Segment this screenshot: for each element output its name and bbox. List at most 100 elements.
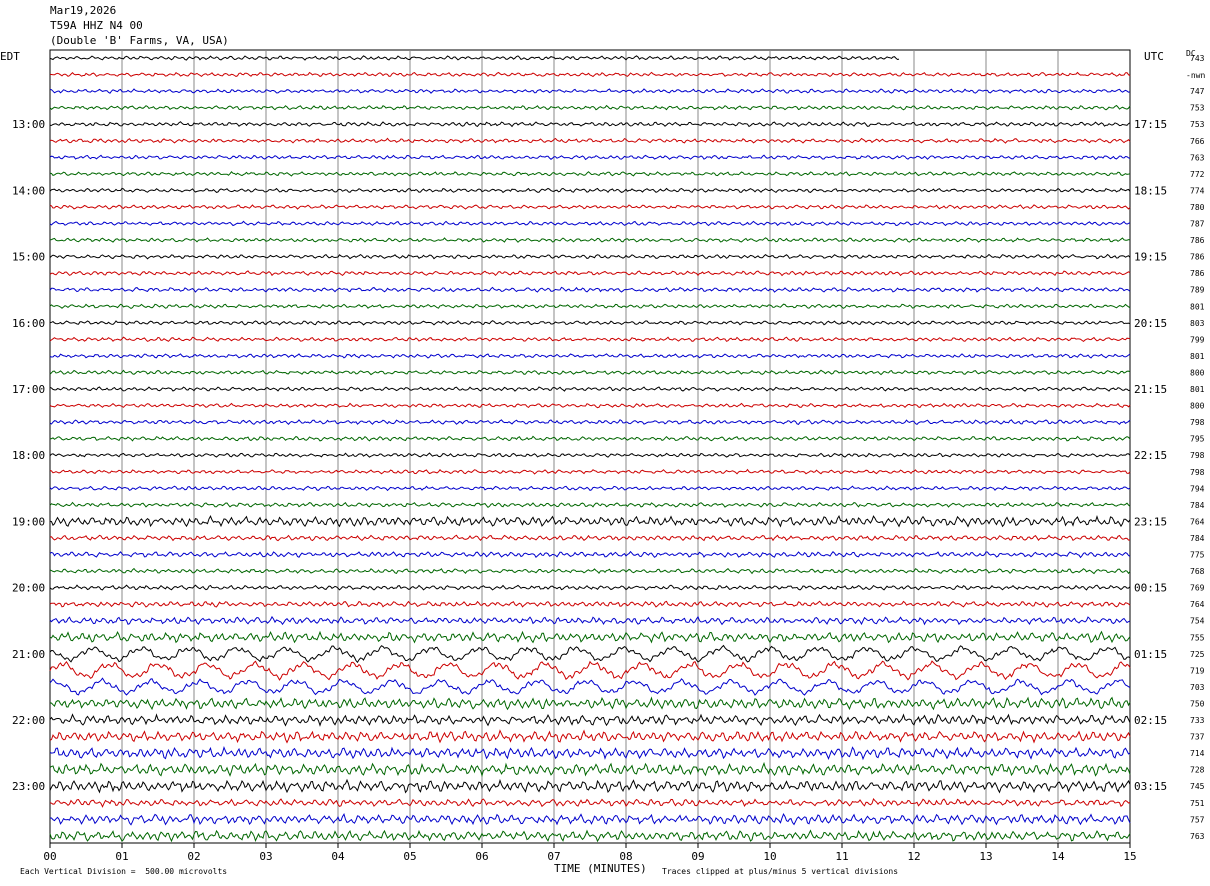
x-tick-label: 10	[763, 850, 776, 863]
dc-value: 733	[1190, 716, 1205, 725]
left-time-label: 14:00	[12, 184, 45, 197]
dc-value: 764	[1190, 600, 1205, 609]
trace-line	[49, 660, 1131, 681]
trace-line	[49, 452, 1131, 458]
trace-line	[49, 419, 1131, 426]
x-tick-label: 09	[691, 850, 704, 863]
right-time-labels: 17:15 18:15 19:15 20:15 21:15 22:15 23:15 00:15…	[1134, 118, 1167, 793]
dc-value: 755	[1190, 633, 1205, 642]
trace-line	[49, 534, 1131, 542]
trace-line	[49, 550, 1131, 559]
trace-line	[49, 88, 1131, 94]
left-time-label: 21:00	[12, 648, 45, 661]
trace-line	[49, 713, 1131, 727]
left-time-label: 22:00	[12, 714, 45, 727]
trace-line	[49, 761, 1131, 778]
x-axis-title: TIME (MINUTES)	[554, 862, 647, 875]
x-tick-label: 02	[187, 850, 200, 863]
dc-value: 714	[1190, 749, 1205, 758]
dc-value: 753	[1190, 120, 1205, 129]
dc-value: 719	[1190, 666, 1205, 675]
dc-value: 757	[1190, 815, 1205, 824]
trace-line	[49, 320, 1131, 326]
x-tick-label: 13	[979, 850, 992, 863]
left-time-label: 23:00	[12, 780, 45, 793]
x-tick-label: 15	[1123, 850, 1136, 863]
dc-subheader: -nwn	[1186, 71, 1206, 80]
right-time-label: 02:15	[1134, 714, 1167, 727]
left-time-label: 18:00	[12, 449, 45, 462]
dc-value: 798	[1190, 451, 1205, 460]
trace-line	[49, 55, 900, 61]
station-id: T59A HHZ N4 00	[50, 19, 143, 32]
x-tick-label: 07	[547, 850, 560, 863]
dc-value: 737	[1190, 733, 1205, 742]
trace-line	[49, 386, 1131, 392]
trace-line	[49, 402, 1131, 409]
dc-value: 725	[1190, 650, 1205, 659]
dc-header: DC	[1186, 49, 1196, 58]
dc-value: 751	[1190, 799, 1205, 808]
trace-line	[50, 812, 1131, 826]
trace-line	[49, 778, 1131, 794]
left-time-label: 17:00	[12, 383, 45, 396]
dc-value: 766	[1190, 137, 1205, 146]
x-tick-label: 05	[403, 850, 416, 863]
trace-line	[49, 204, 1131, 210]
dc-value: 787	[1190, 220, 1205, 229]
trace-line	[49, 798, 1131, 808]
trace-line	[49, 600, 1131, 608]
trace-line	[49, 237, 1131, 243]
trace-line	[49, 137, 1131, 144]
trace-line	[49, 696, 1131, 711]
station-location: (Double 'B' Farms, VA, USA)	[50, 34, 229, 47]
trace-line	[49, 104, 1131, 111]
trace-line	[49, 829, 1131, 843]
trace-line	[49, 253, 1131, 260]
trace-line	[49, 745, 1131, 761]
trace-line	[49, 286, 1131, 293]
dc-value: 753	[1190, 104, 1205, 113]
dc-value: 801	[1190, 352, 1205, 361]
x-tick-label: 03	[259, 850, 272, 863]
trace-line	[49, 353, 1131, 359]
right-zone-label: UTC	[1144, 50, 1164, 63]
dc-value: 703	[1190, 683, 1205, 692]
dc-value: 801	[1190, 302, 1205, 311]
left-time-label: 15:00	[12, 251, 45, 264]
plot-frame	[49, 49, 1131, 844]
left-time-label: 19:00	[12, 515, 45, 528]
dc-value: 799	[1190, 335, 1205, 344]
left-time-labels: 13:00 14:00 15:00 16:00 17:00 18:00 19:00 20:00…	[12, 118, 45, 793]
right-time-label: 01:15	[1134, 648, 1167, 661]
right-time-label: 03:15	[1134, 780, 1167, 793]
dc-value: 768	[1190, 567, 1205, 576]
left-time-label: 16:00	[12, 317, 45, 330]
trace-line	[50, 121, 1131, 128]
trace-line	[49, 303, 1131, 309]
x-tick-label: 01	[115, 850, 128, 863]
trace-line	[49, 584, 1131, 591]
trace-line	[49, 485, 1131, 492]
trace-line	[49, 71, 1131, 78]
trace-line	[49, 514, 1131, 528]
trace-line	[49, 630, 1131, 644]
x-tick-label: 08	[619, 850, 632, 863]
dc-value: 774	[1190, 186, 1205, 195]
right-time-label: 00:15	[1134, 582, 1167, 595]
trace-line	[49, 501, 1131, 508]
dc-value: 786	[1190, 236, 1205, 245]
dc-value: 745	[1190, 782, 1205, 791]
x-tick-label: 14	[1051, 850, 1065, 863]
trace-line	[49, 615, 1131, 626]
dc-value: 798	[1190, 418, 1205, 427]
scale-note: Each Vertical Division = 500.00 microvol…	[20, 867, 228, 876]
dc-value: 728	[1190, 766, 1205, 775]
dc-value: 764	[1190, 517, 1205, 526]
dc-value: 803	[1190, 319, 1205, 328]
trace-line	[49, 369, 1131, 376]
dc-value: 754	[1190, 617, 1205, 626]
dc-value: 750	[1190, 699, 1205, 708]
dc-value: 798	[1190, 468, 1205, 477]
